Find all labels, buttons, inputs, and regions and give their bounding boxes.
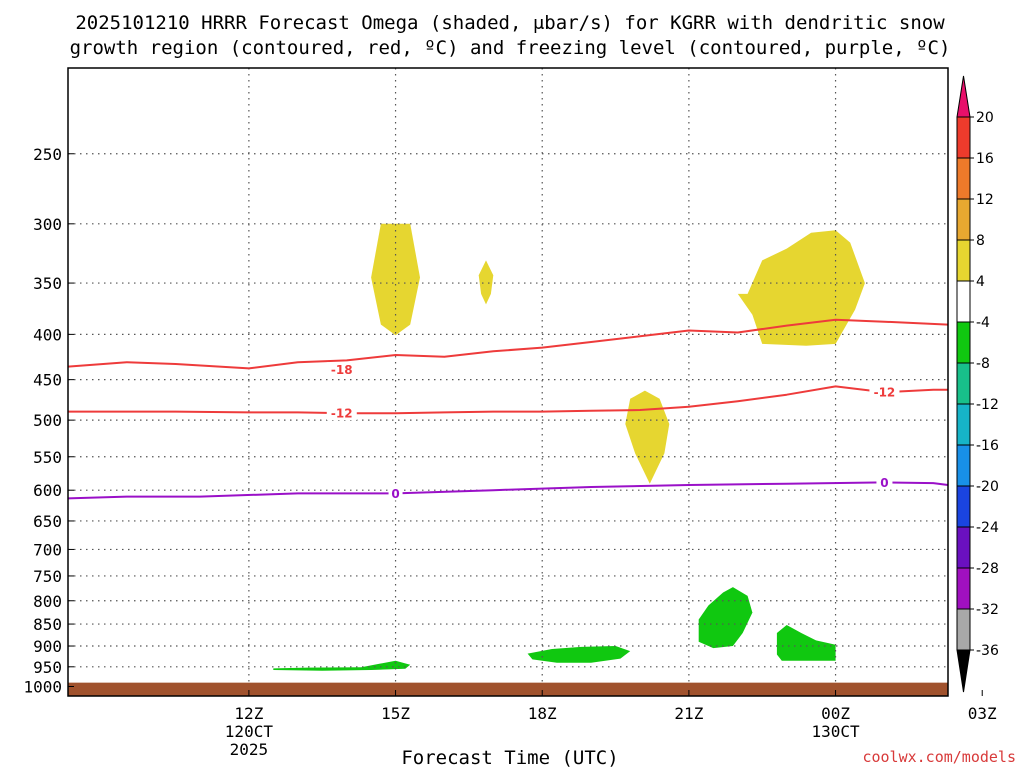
y-tick-label-900: 900	[33, 637, 62, 656]
contour-0-label-bg	[388, 486, 403, 501]
colorbar-top-arrow	[956, 75, 971, 118]
colorbar-label-9: -20	[976, 479, 999, 495]
x-tick-label-00Z-0: 00Z	[821, 704, 850, 723]
contour-minus12-label: -12	[331, 407, 353, 421]
colorbar-box-3	[956, 239, 971, 282]
y-tick-label-1000: 1000	[23, 678, 62, 697]
plot-border	[67, 67, 949, 697]
omega-region-negative-7	[776, 625, 836, 661]
title-line-2: growth region (contoured, red, ºC) and f…	[70, 37, 951, 59]
temperature-contours: -18 -12 0 -12 0	[67, 318, 949, 501]
omega-region-negative-6	[698, 587, 753, 649]
colorbar-box-8	[956, 444, 971, 487]
colorbar-label-12: -32	[976, 602, 999, 618]
colorbar-box-7	[956, 403, 971, 446]
colorbar-box-1	[956, 157, 971, 200]
gridlines	[68, 68, 948, 696]
colorbar-label-13: -36	[976, 643, 999, 659]
y-tick-label-450: 450	[33, 371, 62, 390]
colorbar-label-10: -24	[976, 520, 999, 536]
omega-region-negative-5	[527, 646, 631, 663]
contour-minus18-label: -18	[331, 363, 353, 377]
y-tick-label-500: 500	[33, 411, 62, 430]
source-credit: coolwx.com/models	[862, 748, 1016, 766]
x-tick-label-12Z-0: 12Z	[234, 704, 263, 723]
y-tick-label-750: 750	[33, 567, 62, 586]
colorbar-label-3: 8	[976, 233, 985, 249]
colorbar-label-0: 20	[976, 110, 994, 126]
colorbar-box-12	[956, 608, 971, 651]
plot-frame	[67, 67, 949, 697]
colorbar-box-0	[956, 116, 971, 159]
colorbar-label-1: 16	[976, 151, 994, 167]
ground-layer	[68, 682, 948, 696]
contour-0-label2: 0	[880, 476, 888, 490]
colorbar-box-4	[956, 280, 971, 323]
y-tick-label-950: 950	[33, 658, 62, 677]
colorbar-label-2: 12	[976, 192, 994, 208]
omega-region-positive-1	[625, 390, 670, 484]
contour-minus12-label2-bg	[869, 385, 900, 400]
colorbar-label-4: 4	[976, 274, 985, 290]
plot-background	[68, 68, 948, 696]
contour-minus12-label2: -12	[874, 386, 896, 400]
x-tick-label-00Z-1: 130CT	[811, 722, 860, 741]
x-axis-title: Forecast Time (UTC)	[401, 747, 618, 768]
colorbar-box-11	[956, 567, 971, 610]
y-tick-label-300: 300	[33, 215, 62, 234]
y-tick-label-400: 400	[33, 325, 62, 344]
contour-minus18-label-bg	[326, 362, 357, 377]
y-tick-label-850: 850	[33, 615, 62, 634]
omega-region-positive-0	[371, 223, 420, 336]
y-axis: 250 300 350 400 450 500 550 600 650 700 750 800 850 9…	[23, 145, 74, 697]
colorbar-label-5: -4	[976, 315, 990, 331]
x-tick-label-21Z-0: 21Z	[674, 704, 703, 723]
contour-minus12-label-bg	[326, 406, 357, 421]
y-tick-label-800: 800	[33, 592, 62, 611]
title-line-1: 2025101210 HRRR Forecast Omega (shaded, …	[75, 12, 945, 34]
omega-shaded-regions	[273, 223, 865, 671]
x-tick-label-18Z-0: 18Z	[528, 704, 557, 723]
y-tick-label-650: 650	[33, 512, 62, 531]
x-tick-label-03Z-0: 03Z	[968, 704, 997, 723]
contour-0-label: 0	[391, 487, 399, 501]
colorbar-box-10	[956, 526, 971, 569]
contour-minus12-line	[68, 385, 948, 415]
colorbar-label-8: -16	[976, 438, 999, 454]
omega-region-negative-4	[273, 660, 411, 671]
y-tick-label-250: 250	[33, 145, 62, 164]
colorbar-box-2	[956, 198, 971, 241]
x-tick-label-15Z-0: 15Z	[381, 704, 410, 723]
colorbar-label-11: -28	[976, 561, 999, 577]
x-tick-label-12Z-2: 2025	[230, 740, 269, 759]
omega-region-positive-2	[737, 230, 865, 346]
colorbar-bottom-arrow	[956, 649, 971, 693]
omega-region-positive-3	[478, 260, 494, 305]
colorbar-label-7: -12	[976, 397, 999, 413]
plot-area	[68, 68, 948, 696]
contour-0-label2-bg	[876, 475, 893, 490]
y-tick-label-350: 350	[33, 274, 62, 293]
ground-fill	[68, 682, 948, 696]
y-tick-label-700: 700	[33, 540, 62, 559]
y-tick-label-600: 600	[33, 481, 62, 500]
y-tick-label-550: 550	[33, 448, 62, 467]
colorbar-box-9	[956, 485, 971, 528]
colorbar-box-5	[956, 321, 971, 364]
omega-colorbar: 20 16 12 8 4 -4 -8 -12 -16 -20 -24 -28 -32 -36	[956, 75, 999, 693]
contour-minus18-line	[67, 318, 949, 370]
chart-title: 2025101210 HRRR Forecast Omega (shaded, …	[70, 12, 951, 59]
colorbar-label-6: -8	[976, 356, 990, 372]
colorbar-box-6	[956, 362, 971, 405]
x-tick-label-12Z-1: 120CT	[225, 722, 274, 741]
contour-0-line	[67, 481, 949, 500]
